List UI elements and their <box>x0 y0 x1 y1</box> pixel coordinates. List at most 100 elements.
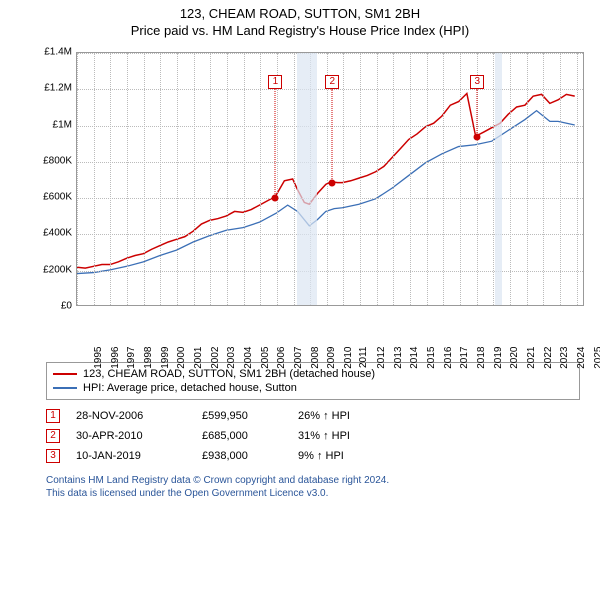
recession-band <box>297 53 317 305</box>
title-line2: Price paid vs. HM Land Registry's House … <box>10 23 590 38</box>
x-tick-label: 2000 <box>176 347 187 369</box>
transaction-number: 1 <box>46 409 60 423</box>
transaction-row: 3 10-JAN-2019 £938,000 9% ↑ HPI <box>46 446 580 466</box>
grid-line-v <box>577 53 578 305</box>
legend-swatch <box>53 373 77 375</box>
grid-line-v <box>510 53 511 305</box>
grid-line-v <box>543 53 544 305</box>
y-tick-label: £1.4M <box>44 47 72 58</box>
y-tick-label: £1.2M <box>44 83 72 94</box>
grid-line-v <box>443 53 444 305</box>
x-tick-label: 2024 <box>576 347 587 369</box>
grid-line-v <box>427 53 428 305</box>
grid-line-v <box>327 53 328 305</box>
transaction-date: 10-JAN-2019 <box>76 450 186 462</box>
grid-line-h <box>77 53 583 54</box>
chart: £0£200K£400K£600K£800K£1M£1.2M£1.4M 123 … <box>30 44 590 354</box>
transaction-diff: 31% ↑ HPI <box>298 430 388 442</box>
x-tick-label: 2005 <box>259 347 270 369</box>
title-block: 123, CHEAM ROAD, SUTTON, SM1 2BH Price p… <box>0 0 600 40</box>
legend-label: HPI: Average price, detached house, Sutt… <box>83 382 297 394</box>
grid-line-v <box>160 53 161 305</box>
x-tick-label: 2009 <box>326 347 337 369</box>
x-axis: 1995199619971998199920002001200220032004… <box>76 306 584 354</box>
grid-line-v <box>393 53 394 305</box>
grid-line-h <box>77 162 583 163</box>
x-tick-label: 1996 <box>109 347 120 369</box>
transaction-number: 3 <box>46 449 60 463</box>
x-tick-label: 2025 <box>592 347 600 369</box>
x-tick-label: 2017 <box>459 347 470 369</box>
grid-line-h <box>77 126 583 127</box>
x-tick-label: 2014 <box>409 347 420 369</box>
transaction-price: £938,000 <box>202 450 282 462</box>
grid-line-v <box>210 53 211 305</box>
callout-line <box>477 89 478 137</box>
recession-band <box>495 53 502 305</box>
grid-line-v <box>360 53 361 305</box>
x-tick-label: 2012 <box>376 347 387 369</box>
legend-swatch <box>53 387 77 389</box>
callout-box: 2 <box>325 75 339 89</box>
grid-line-v <box>127 53 128 305</box>
grid-line-v <box>277 53 278 305</box>
x-tick-label: 2018 <box>476 347 487 369</box>
grid-line-v <box>177 53 178 305</box>
grid-line-h <box>77 89 583 90</box>
x-tick-label: 2019 <box>492 347 503 369</box>
transaction-diff: 9% ↑ HPI <box>298 450 388 462</box>
x-tick-label: 2002 <box>209 347 220 369</box>
grid-line-v <box>194 53 195 305</box>
callout-box: 3 <box>470 75 484 89</box>
transaction-price: £685,000 <box>202 430 282 442</box>
legend-item: HPI: Average price, detached house, Sutt… <box>53 381 573 395</box>
transaction-diff: 26% ↑ HPI <box>298 410 388 422</box>
grid-line-v <box>294 53 295 305</box>
y-axis: £0£200K£400K£600K£800K£1M£1.2M£1.4M <box>30 52 74 306</box>
grid-line-v <box>377 53 378 305</box>
x-tick-label: 1995 <box>93 347 104 369</box>
x-tick-label: 2008 <box>309 347 320 369</box>
callout-box: 1 <box>268 75 282 89</box>
grid-line-v <box>527 53 528 305</box>
transaction-row: 1 28-NOV-2006 £599,950 26% ↑ HPI <box>46 406 580 426</box>
y-tick-label: £0 <box>61 301 72 312</box>
x-tick-label: 2016 <box>443 347 454 369</box>
grid-line-h <box>77 198 583 199</box>
x-tick-label: 1999 <box>159 347 170 369</box>
transaction-table: 128-NOV-2006£599,95026% ↑ HPI230-APR-201… <box>46 406 580 466</box>
transaction-price: £599,950 <box>202 410 282 422</box>
grid-line-v <box>77 53 78 305</box>
grid-line-v <box>110 53 111 305</box>
x-tick-label: 2010 <box>343 347 354 369</box>
x-tick-label: 2023 <box>559 347 570 369</box>
y-tick-label: £800K <box>43 155 72 166</box>
grid-line-v <box>227 53 228 305</box>
grid-line-h <box>77 271 583 272</box>
grid-line-v <box>144 53 145 305</box>
grid-line-v <box>560 53 561 305</box>
legend-item: 123, CHEAM ROAD, SUTTON, SM1 2BH (detach… <box>53 367 573 381</box>
transaction-number: 2 <box>46 429 60 443</box>
x-tick-label: 2006 <box>276 347 287 369</box>
y-tick-label: £400K <box>43 228 72 239</box>
x-tick-label: 2020 <box>509 347 520 369</box>
attribution-line1: Contains HM Land Registry data © Crown c… <box>46 474 580 487</box>
x-tick-label: 2013 <box>393 347 404 369</box>
grid-line-v <box>460 53 461 305</box>
y-tick-label: £600K <box>43 192 72 203</box>
transaction-date: 28-NOV-2006 <box>76 410 186 422</box>
plot-area: 1 2 3 <box>76 52 584 306</box>
x-tick-label: 2015 <box>426 347 437 369</box>
grid-line-v <box>94 53 95 305</box>
legend-label: 123, CHEAM ROAD, SUTTON, SM1 2BH (detach… <box>83 368 375 380</box>
attribution: Contains HM Land Registry data © Crown c… <box>46 474 580 500</box>
x-tick-label: 2004 <box>243 347 254 369</box>
x-tick-label: 1997 <box>126 347 137 369</box>
x-tick-label: 2011 <box>359 347 370 369</box>
grid-line-v <box>343 53 344 305</box>
attribution-line2: This data is licensed under the Open Gov… <box>46 487 580 500</box>
grid-line-v <box>260 53 261 305</box>
callout-line <box>332 89 333 183</box>
grid-line-h <box>77 234 583 235</box>
